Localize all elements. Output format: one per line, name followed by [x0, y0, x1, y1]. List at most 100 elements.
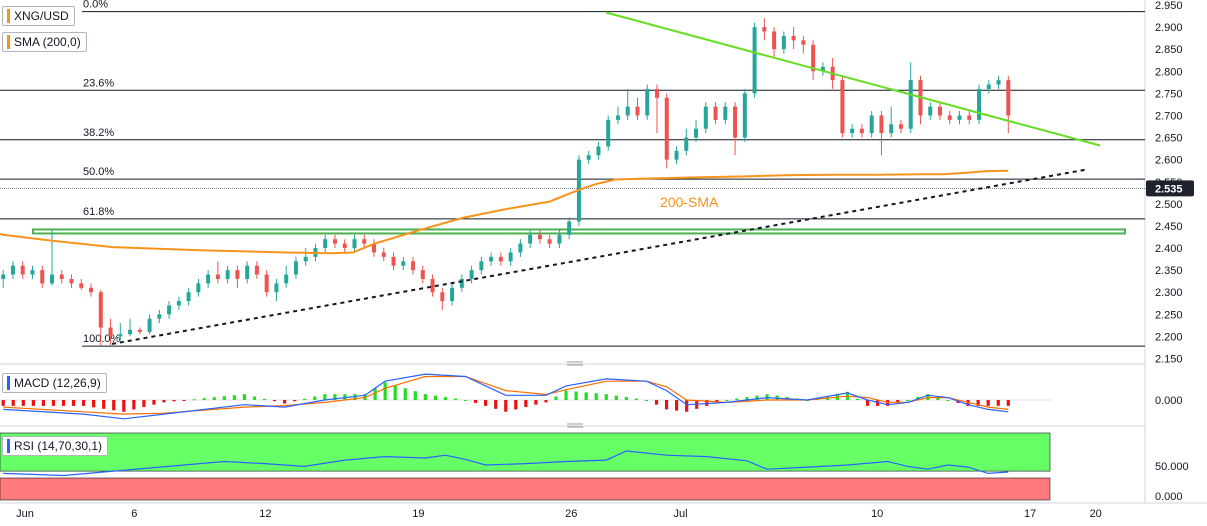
macd-histogram-bar	[393, 385, 397, 400]
macd-histogram-bar	[524, 400, 528, 408]
time-axis: Jun 6 12 19 26 Jul 10 17 20	[16, 508, 1102, 520]
candle-bullish	[186, 292, 191, 302]
candle-bearish	[264, 274, 269, 293]
candle-bearish	[254, 265, 259, 275]
macd-histogram-bar	[544, 400, 548, 403]
rsi-oversold-band	[0, 477, 1051, 501]
candle-bearish	[342, 243, 347, 249]
macd-histogram-bar	[313, 396, 317, 400]
time-tick-label: 19	[412, 508, 424, 520]
candle-bullish	[303, 256, 308, 262]
candle-bullish	[206, 274, 211, 284]
candle-bullish	[606, 119, 611, 147]
macd-histogram-bar	[31, 400, 35, 406]
candle-bullish	[147, 318, 152, 332]
price-tick-label: 2.650	[1155, 133, 1183, 145]
macd-histogram-bar	[735, 398, 739, 400]
price-tick-label: 2.150	[1155, 354, 1183, 366]
rsi-text: RSI (14,70,30,1)	[14, 439, 103, 453]
candle-bullish	[479, 261, 484, 271]
macd-histogram-bar	[906, 400, 910, 401]
macd-histogram-bar	[172, 400, 176, 402]
macd-histogram-bar	[262, 398, 267, 400]
macd-histogram-bar	[232, 395, 236, 400]
price-axis: 2.950 2.900 2.850 2.800 2.750 2.700 2.650 2.600…	[1146, 0, 1194, 366]
macd-histogram-bar	[624, 397, 628, 400]
candle-bearish	[215, 274, 220, 279]
macd-histogram-bar	[755, 395, 759, 400]
sma-200	[0, 169, 1009, 255]
macd-histogram-bar	[725, 400, 729, 401]
candle-bullish	[49, 274, 54, 284]
macd-legend[interactable]: MACD (12,26,9)	[2, 373, 107, 393]
macd-histogram-bar	[41, 400, 46, 406]
rsi-legend[interactable]: RSI (14,70,30,1)	[2, 436, 109, 456]
candle-bearish	[20, 265, 25, 275]
macd-histogram-bar	[453, 398, 458, 400]
macd-histogram-bar	[122, 400, 126, 412]
candle-bullish	[567, 221, 572, 235]
macd-histogram-bar	[51, 400, 56, 406]
symbol-legend[interactable]: XNG/USD	[2, 6, 75, 26]
candle-bearish	[811, 44, 816, 72]
candle-bearish	[362, 239, 367, 244]
candle-bearish	[1006, 80, 1011, 116]
price-tick-label: 2.750	[1155, 88, 1183, 100]
candle-bullish	[986, 84, 991, 89]
macd-histogram-bar	[162, 400, 166, 403]
macd-histogram-bar	[634, 398, 639, 400]
candle-bearish	[40, 270, 45, 284]
candle-bearish	[772, 31, 777, 50]
candle-bullish	[703, 106, 708, 129]
macd-histogram-bar	[192, 399, 196, 401]
macd-histogram-bar	[554, 396, 558, 400]
price-tick-label: 2.400	[1155, 243, 1183, 255]
macd-histogram-bar	[996, 400, 1000, 406]
candle-bullish	[518, 243, 523, 253]
macd-histogram-bar	[484, 400, 488, 406]
macd-histogram-bar	[212, 397, 216, 400]
candle-bearish	[733, 106, 738, 138]
macd-histogram-bar	[443, 397, 448, 400]
candle-bearish	[635, 106, 640, 116]
candle-bullish	[957, 115, 962, 120]
candle-bearish	[762, 27, 767, 32]
macd-histogram-bar	[685, 400, 689, 412]
macd-histogram-bar	[534, 400, 538, 405]
price-tick-label: 2.450	[1155, 221, 1183, 233]
macd-histogram-bar	[463, 400, 468, 401]
macd-histogram-bar	[142, 400, 146, 408]
candle-bearish	[137, 329, 142, 332]
candle-bullish	[596, 146, 601, 156]
candle-bearish	[840, 80, 845, 134]
candle-bearish	[967, 115, 972, 120]
sma-200-annotation: 200-SMA	[660, 194, 719, 210]
price-tick-label: 2.950	[1155, 0, 1183, 12]
candle-bearish	[332, 239, 337, 244]
candle-bearish	[664, 97, 669, 160]
candle-bullish	[908, 80, 913, 129]
candle-bullish	[723, 106, 728, 120]
price-tick-label: 2.800	[1155, 66, 1183, 78]
macd-histogram-bar	[564, 390, 568, 400]
macd-histogram-bar	[102, 400, 106, 409]
macd-line	[3, 373, 1009, 420]
falling-trendline	[605, 11, 1101, 147]
candle-bearish	[89, 287, 94, 293]
macd-histogram-bar	[614, 395, 618, 400]
candle-bullish	[781, 35, 786, 50]
candle-bullish	[10, 265, 15, 275]
time-tick-label: 6	[131, 508, 137, 520]
macd-histogram-bar	[71, 400, 76, 406]
candle-bullish	[128, 329, 133, 335]
candle-bullish	[293, 261, 298, 275]
macd-histogram-bar	[272, 400, 277, 402]
support-zone	[32, 228, 1126, 235]
macd-histogram-bar	[855, 398, 860, 400]
macd-histogram-bar	[132, 400, 136, 410]
macd-histogram-bar	[82, 400, 86, 406]
macd-histogram-bar	[745, 397, 749, 400]
candle-bearish	[108, 327, 113, 337]
sma-legend[interactable]: SMA (200,0)	[2, 32, 87, 52]
